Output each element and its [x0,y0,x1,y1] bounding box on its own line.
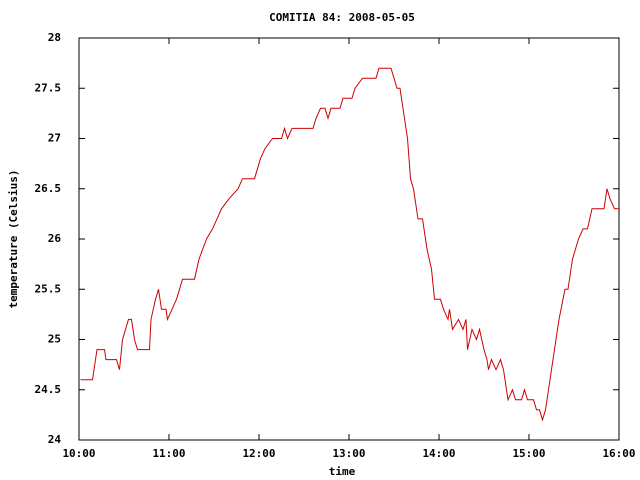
y-tick-label: 24 [48,433,62,446]
y-tick-label: 28 [48,31,61,44]
y-tick-label: 26.5 [35,182,62,195]
x-tick-label: 10:00 [62,447,95,460]
x-tick-label: 14:00 [422,447,455,460]
x-tick-label: 13:00 [332,447,365,460]
y-tick-label: 25 [48,333,61,346]
y-axis-label: temperature (Celsius) [7,169,20,308]
x-tick-label: 12:00 [242,447,275,460]
y-tick-label: 25.5 [35,282,62,295]
y-tick-label: 26 [48,232,62,245]
data-line [80,67,619,422]
x-tick-label: 16:00 [602,447,635,460]
y-tick-label: 24.5 [35,383,62,396]
x-axis-label: time [329,465,356,478]
y-tick-label: 27 [48,132,61,145]
y-tick-label: 27.5 [35,81,62,94]
x-tick-label: 11:00 [152,447,185,460]
x-tick-label: 15:00 [512,447,545,460]
chart-title: COMITIA 84: 2008-05-05 [269,11,415,24]
